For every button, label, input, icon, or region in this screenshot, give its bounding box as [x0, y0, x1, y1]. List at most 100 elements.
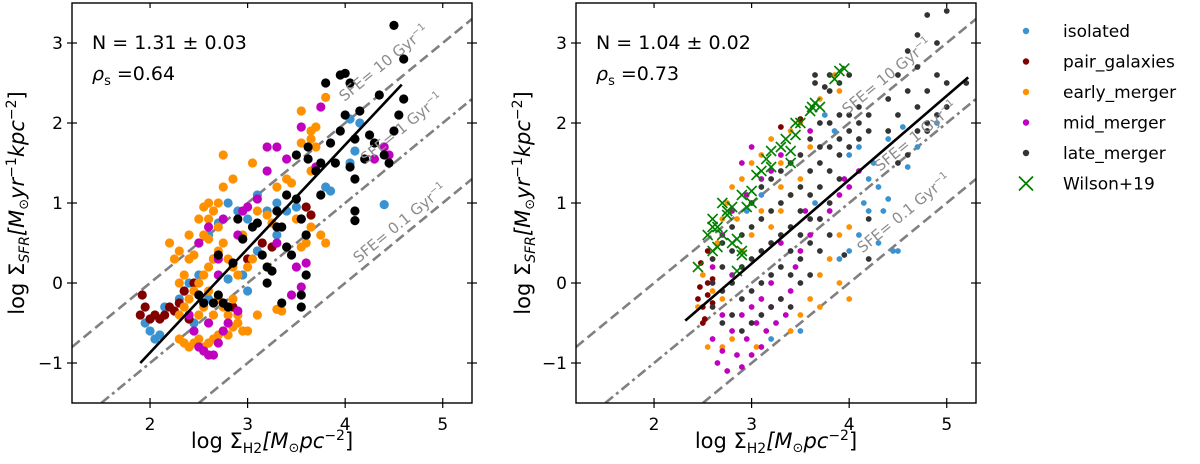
data-point-x	[711, 221, 724, 233]
data-point	[748, 232, 755, 238]
data-point	[208, 298, 219, 308]
data-point-x	[785, 157, 797, 169]
data-point	[797, 256, 804, 262]
data-point	[860, 200, 867, 206]
data-point	[758, 280, 765, 286]
data-point	[787, 248, 794, 254]
data-point	[286, 250, 297, 260]
data-point	[291, 262, 301, 272]
x-label-mid: [M	[766, 429, 792, 453]
data-point	[817, 184, 823, 190]
data-point	[301, 238, 311, 248]
data-point-x	[780, 133, 792, 145]
data-point	[914, 32, 921, 38]
legend-marker-dot-icon	[1022, 149, 1030, 157]
data-point	[768, 176, 775, 182]
data-point	[301, 270, 311, 280]
y-label-unit2: kpc	[511, 120, 535, 157]
data-point	[748, 352, 755, 358]
data-point	[704, 248, 711, 254]
data-point-x	[755, 165, 767, 177]
data-point	[846, 72, 853, 78]
sfe-label: SFE= 10 Gyr−1	[335, 21, 432, 105]
data-point	[729, 184, 735, 190]
data-point	[904, 164, 911, 170]
data-point	[208, 310, 219, 320]
data-point	[856, 136, 862, 142]
data-point	[179, 286, 189, 296]
data-point-x	[741, 201, 753, 213]
data-point-x	[707, 221, 719, 233]
data-point	[704, 292, 711, 298]
series-mid-merger	[184, 102, 394, 360]
data-point	[286, 290, 297, 300]
data-point	[729, 224, 735, 230]
legend-marker-dot-icon	[1022, 27, 1030, 35]
rho-value: =0.73	[615, 63, 679, 85]
sfe-label: SFE= 0.1 Gyr−1	[350, 180, 450, 267]
data-point	[787, 304, 794, 310]
sfe-label-text: SFE= 0.1 Gyr	[350, 189, 440, 267]
data-point	[296, 302, 306, 312]
data-point	[846, 128, 853, 134]
data-point	[890, 248, 896, 254]
data-point	[306, 210, 316, 220]
data-point	[208, 206, 219, 216]
legend-label: early_merger	[1063, 83, 1176, 103]
data-point	[199, 270, 209, 280]
data-point-x	[765, 161, 777, 173]
data-point	[836, 280, 843, 286]
data-point	[777, 296, 784, 302]
data-point	[885, 96, 892, 102]
data-point	[768, 280, 775, 286]
data-point	[345, 78, 355, 88]
data-point	[350, 146, 360, 156]
x-label-pre: log Σ	[695, 429, 747, 453]
x-label-sub: H2	[747, 441, 766, 457]
data-point	[282, 190, 292, 200]
data-point	[846, 224, 853, 230]
data-point	[856, 120, 862, 126]
data-point	[841, 252, 848, 258]
data-point	[821, 112, 828, 118]
data-point	[880, 208, 887, 214]
data-point	[321, 238, 331, 248]
sfe-line	[198, 177, 472, 403]
data-point	[223, 318, 233, 328]
data-point	[252, 206, 262, 216]
data-point	[272, 230, 282, 240]
y-label-sup2: −2	[510, 99, 526, 120]
data-point	[335, 126, 345, 136]
data-point	[282, 242, 292, 252]
y-label-sun: ⊙	[17, 199, 32, 210]
data-point	[777, 160, 784, 166]
data-point	[846, 144, 853, 150]
series-late-merger	[709, 8, 970, 334]
data-point	[748, 160, 755, 166]
data-point-x	[760, 153, 772, 165]
x-label-sun: ⊙	[289, 441, 300, 456]
x-tick-label: 3	[746, 415, 757, 435]
data-point	[203, 262, 214, 272]
data-point-x	[736, 245, 748, 257]
rho-value: =0.64	[111, 63, 175, 85]
data-point	[768, 304, 775, 310]
legend-label: late_merger	[1063, 144, 1166, 164]
x-label-unit: pc	[802, 429, 828, 453]
data-point	[223, 310, 233, 320]
data-point	[797, 328, 804, 334]
data-point-x	[833, 65, 845, 77]
data-point	[179, 302, 189, 312]
data-point	[758, 312, 765, 318]
data-point	[291, 202, 301, 212]
data-point	[753, 320, 760, 326]
data-point	[826, 168, 833, 174]
data-point-x	[736, 249, 748, 261]
data-point	[836, 112, 843, 118]
y-label-unit1: yr	[511, 176, 535, 199]
data-point	[194, 310, 204, 320]
data-point	[272, 238, 282, 248]
data-point	[321, 78, 331, 88]
fit-line	[684, 76, 970, 322]
series-late-merger	[194, 20, 409, 312]
